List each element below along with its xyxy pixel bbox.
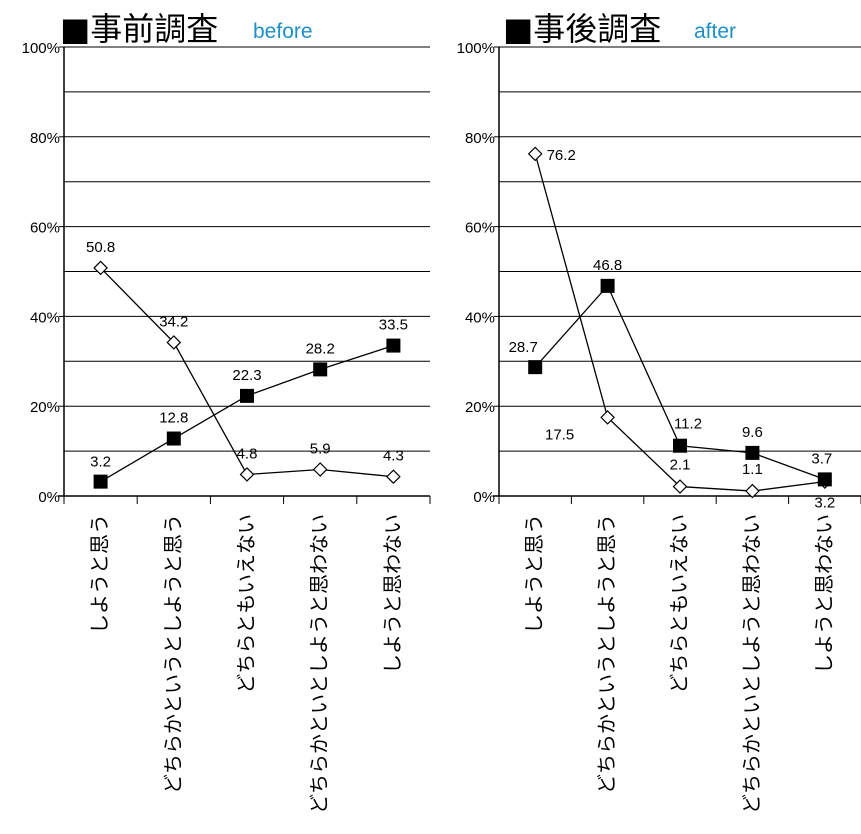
category-label: しようと思う <box>522 514 546 634</box>
data-point-square <box>673 438 687 453</box>
y-tick-label: 80% <box>30 130 60 147</box>
y-tick-label: 0% <box>473 489 495 506</box>
data-point-square <box>528 360 543 375</box>
data-point-square <box>166 431 181 446</box>
data-point-diamond <box>600 410 615 425</box>
category-label: しようと思わない <box>380 514 404 674</box>
data-point-diamond <box>239 467 255 482</box>
data-point-diamond <box>166 335 182 350</box>
category-label: どちらかというとしようと思う <box>161 514 185 794</box>
data-label: 3.7 <box>811 450 832 467</box>
chart-subtitle: before <box>253 20 313 43</box>
data-point-square <box>745 445 760 460</box>
data-point-diamond <box>672 479 688 494</box>
data-point-square <box>817 472 832 487</box>
category-label: どちらともいえない <box>234 514 258 694</box>
data-label: 1.1 <box>742 461 763 478</box>
y-tick-label: 100% <box>457 40 495 57</box>
data-label: 9.6 <box>742 424 763 441</box>
y-tick-label: 60% <box>465 220 495 237</box>
category-label: しようと思う <box>88 514 112 634</box>
data-point-square <box>386 338 401 353</box>
category-label: しようと思わない <box>812 514 836 674</box>
data-label: 28.2 <box>306 340 335 357</box>
chart-panel-before: ■事前調査 before 0% 20% 40% 60% 80% 100% しようと思う どちらかと… <box>22 10 431 814</box>
chart-title: ■事後調査 <box>503 10 661 48</box>
chart-panel-after: ■事後調査 after 0% 20% 40% 60% 80% 100% しようと思う どちらかとい… <box>457 10 861 814</box>
data-point-square <box>93 474 108 489</box>
data-label: 2.1 <box>670 457 691 474</box>
category-label: どちらともいえない <box>667 514 691 694</box>
data-point-diamond <box>745 483 760 499</box>
data-label: 50.8 <box>86 239 115 256</box>
data-label: 4.8 <box>237 445 258 462</box>
data-label: 17.5 <box>545 426 574 443</box>
data-label: 28.7 <box>509 339 538 356</box>
data-point-diamond <box>527 146 543 162</box>
data-label: 11.2 <box>674 416 702 433</box>
data-label: 12.8 <box>159 410 188 427</box>
category-label: どちらかというとしようと思う <box>595 514 619 794</box>
data-label: 4.3 <box>383 448 404 465</box>
y-tick-label: 20% <box>465 399 495 416</box>
data-label: 34.2 <box>159 313 188 330</box>
data-label: 76.2 <box>547 147 576 164</box>
y-tick-label: 100% <box>22 40 60 57</box>
y-tick-label: 80% <box>465 130 495 147</box>
data-point-square <box>600 278 615 293</box>
y-tick-label: 60% <box>30 220 60 237</box>
chart-subtitle: after <box>694 20 736 43</box>
chart-title: ■事前調査 <box>60 10 218 48</box>
data-point-square <box>313 362 328 377</box>
data-label: 33.5 <box>379 317 408 334</box>
data-label: 46.8 <box>593 257 622 274</box>
data-label: 3.2 <box>814 495 835 512</box>
data-label: 3.2 <box>90 454 111 471</box>
y-tick-label: 40% <box>30 309 60 326</box>
category-label: どちらかといとしようと思わない <box>739 514 763 814</box>
y-tick-label: 0% <box>38 489 60 506</box>
data-point-diamond <box>386 469 401 485</box>
data-point-square <box>240 388 254 403</box>
data-point-diamond <box>93 260 108 276</box>
data-point-diamond <box>312 462 328 477</box>
data-label: 5.9 <box>310 441 331 458</box>
y-tick-label: 20% <box>30 399 60 416</box>
data-label: 22.3 <box>232 367 261 384</box>
category-label: どちらかといとしようと思わない <box>307 514 331 814</box>
y-tick-label: 40% <box>465 309 495 326</box>
